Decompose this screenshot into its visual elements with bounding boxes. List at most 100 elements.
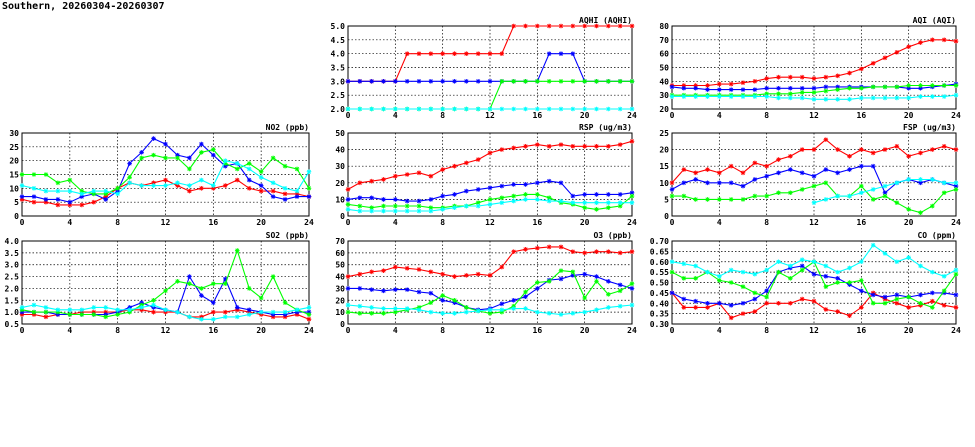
data-point-cyan [681,261,687,267]
x-tick-label: 24 [951,218,961,227]
data-point-blue [306,309,312,315]
data-point-green [811,183,817,189]
data-point-green [582,79,587,84]
data-point-blue [693,85,698,91]
data-point-cyan [475,308,481,314]
x-tick-label: 0 [20,326,25,335]
data-point-blue [788,85,793,91]
data-point-cyan [859,259,864,265]
x-tick-label: 8 [764,326,769,335]
data-point-blue [558,180,564,186]
data-point-blue [151,305,156,310]
data-point-cyan [452,311,457,316]
chart-rsp: 0 4 8 12 16 20 24 0 10 20 30 40 50 RSP (ug/m3) [335,123,637,227]
y-tick-label: 0 [664,212,669,221]
data-point-cyan [906,255,911,260]
data-point-green [139,302,144,308]
data-point-blue [693,298,698,304]
data-point-cyan [234,314,240,320]
data-point-blue [570,193,576,199]
data-point-blue [728,87,734,92]
data-point-cyan [752,271,758,277]
data-point-blue [617,282,623,288]
data-point-red [499,264,505,270]
data-point-red [788,300,793,306]
data-point-cyan [535,309,540,315]
data-point-cyan [859,95,864,101]
data-point-red [487,273,493,278]
data-point-cyan [606,200,611,206]
data-point-blue [404,198,410,204]
data-point-blue [475,187,481,192]
data-point-green [764,91,769,97]
x-tick-label: 8 [115,218,120,227]
data-point-red [799,74,805,80]
data-point-green [499,195,505,201]
data-point-cyan [617,303,623,309]
data-point-cyan [464,203,469,209]
x-tick-label: 8 [440,326,445,335]
data-point-green [428,205,434,210]
data-point-blue [115,188,120,194]
data-point-green [930,305,935,310]
data-point-red [428,173,434,179]
data-point-green [799,187,805,192]
data-point-green [882,84,888,90]
data-point-green [222,161,228,166]
data-point-red [582,250,587,256]
y-tick-label: 0.35 [650,310,669,319]
data-point-cyan [894,95,900,101]
data-point-cyan [416,106,422,112]
data-point-red [440,167,445,172]
data-point-blue [357,286,363,291]
data-point-red [847,153,852,159]
x-tick-label: 16 [209,326,219,335]
data-point-blue [799,85,805,91]
data-point-blue [629,190,635,196]
x-tick-label: 0 [346,111,351,120]
chart-title: FSP (ug/m3) [903,123,956,132]
data-point-blue [428,290,434,296]
y-tick-label: 4.5 [331,36,346,45]
data-point-blue [369,195,374,201]
data-point-blue [811,271,817,277]
data-point-blue [669,187,675,192]
data-point-green [19,307,25,313]
data-point-red [535,245,540,251]
data-point-red [393,173,398,179]
data-point-red [31,199,37,205]
data-point-green [535,79,540,84]
data-point-blue [764,288,769,294]
data-point-cyan [535,197,540,202]
data-point-cyan [258,174,264,180]
data-point-blue [764,173,769,179]
data-point-cyan [345,106,351,112]
data-point-green [393,203,398,209]
data-point-cyan [523,197,528,202]
data-point-green [594,207,599,212]
data-point-cyan [369,305,374,310]
data-point-cyan [139,183,144,188]
data-point-blue [258,183,264,188]
data-point-blue [594,192,599,197]
data-point-cyan [475,203,481,209]
data-point-red [464,273,469,278]
data-point-red [523,143,528,149]
data-point-green [163,155,168,161]
data-point-blue [151,136,156,141]
data-point-red [175,183,180,188]
data-point-cyan [788,263,793,269]
data-point-cyan [345,207,351,212]
data-point-green [788,276,793,281]
data-point-cyan [393,106,398,112]
x-tick-label: 4 [393,111,398,120]
data-point-red [151,309,156,315]
y-tick-label: 60 [659,50,669,59]
data-point-green [499,309,505,315]
data-point-cyan [511,198,516,204]
y-tick-label: 25 [9,143,19,152]
data-point-cyan [175,309,180,315]
data-point-green [594,279,599,284]
data-point-cyan [835,269,840,275]
data-point-red [752,160,758,166]
